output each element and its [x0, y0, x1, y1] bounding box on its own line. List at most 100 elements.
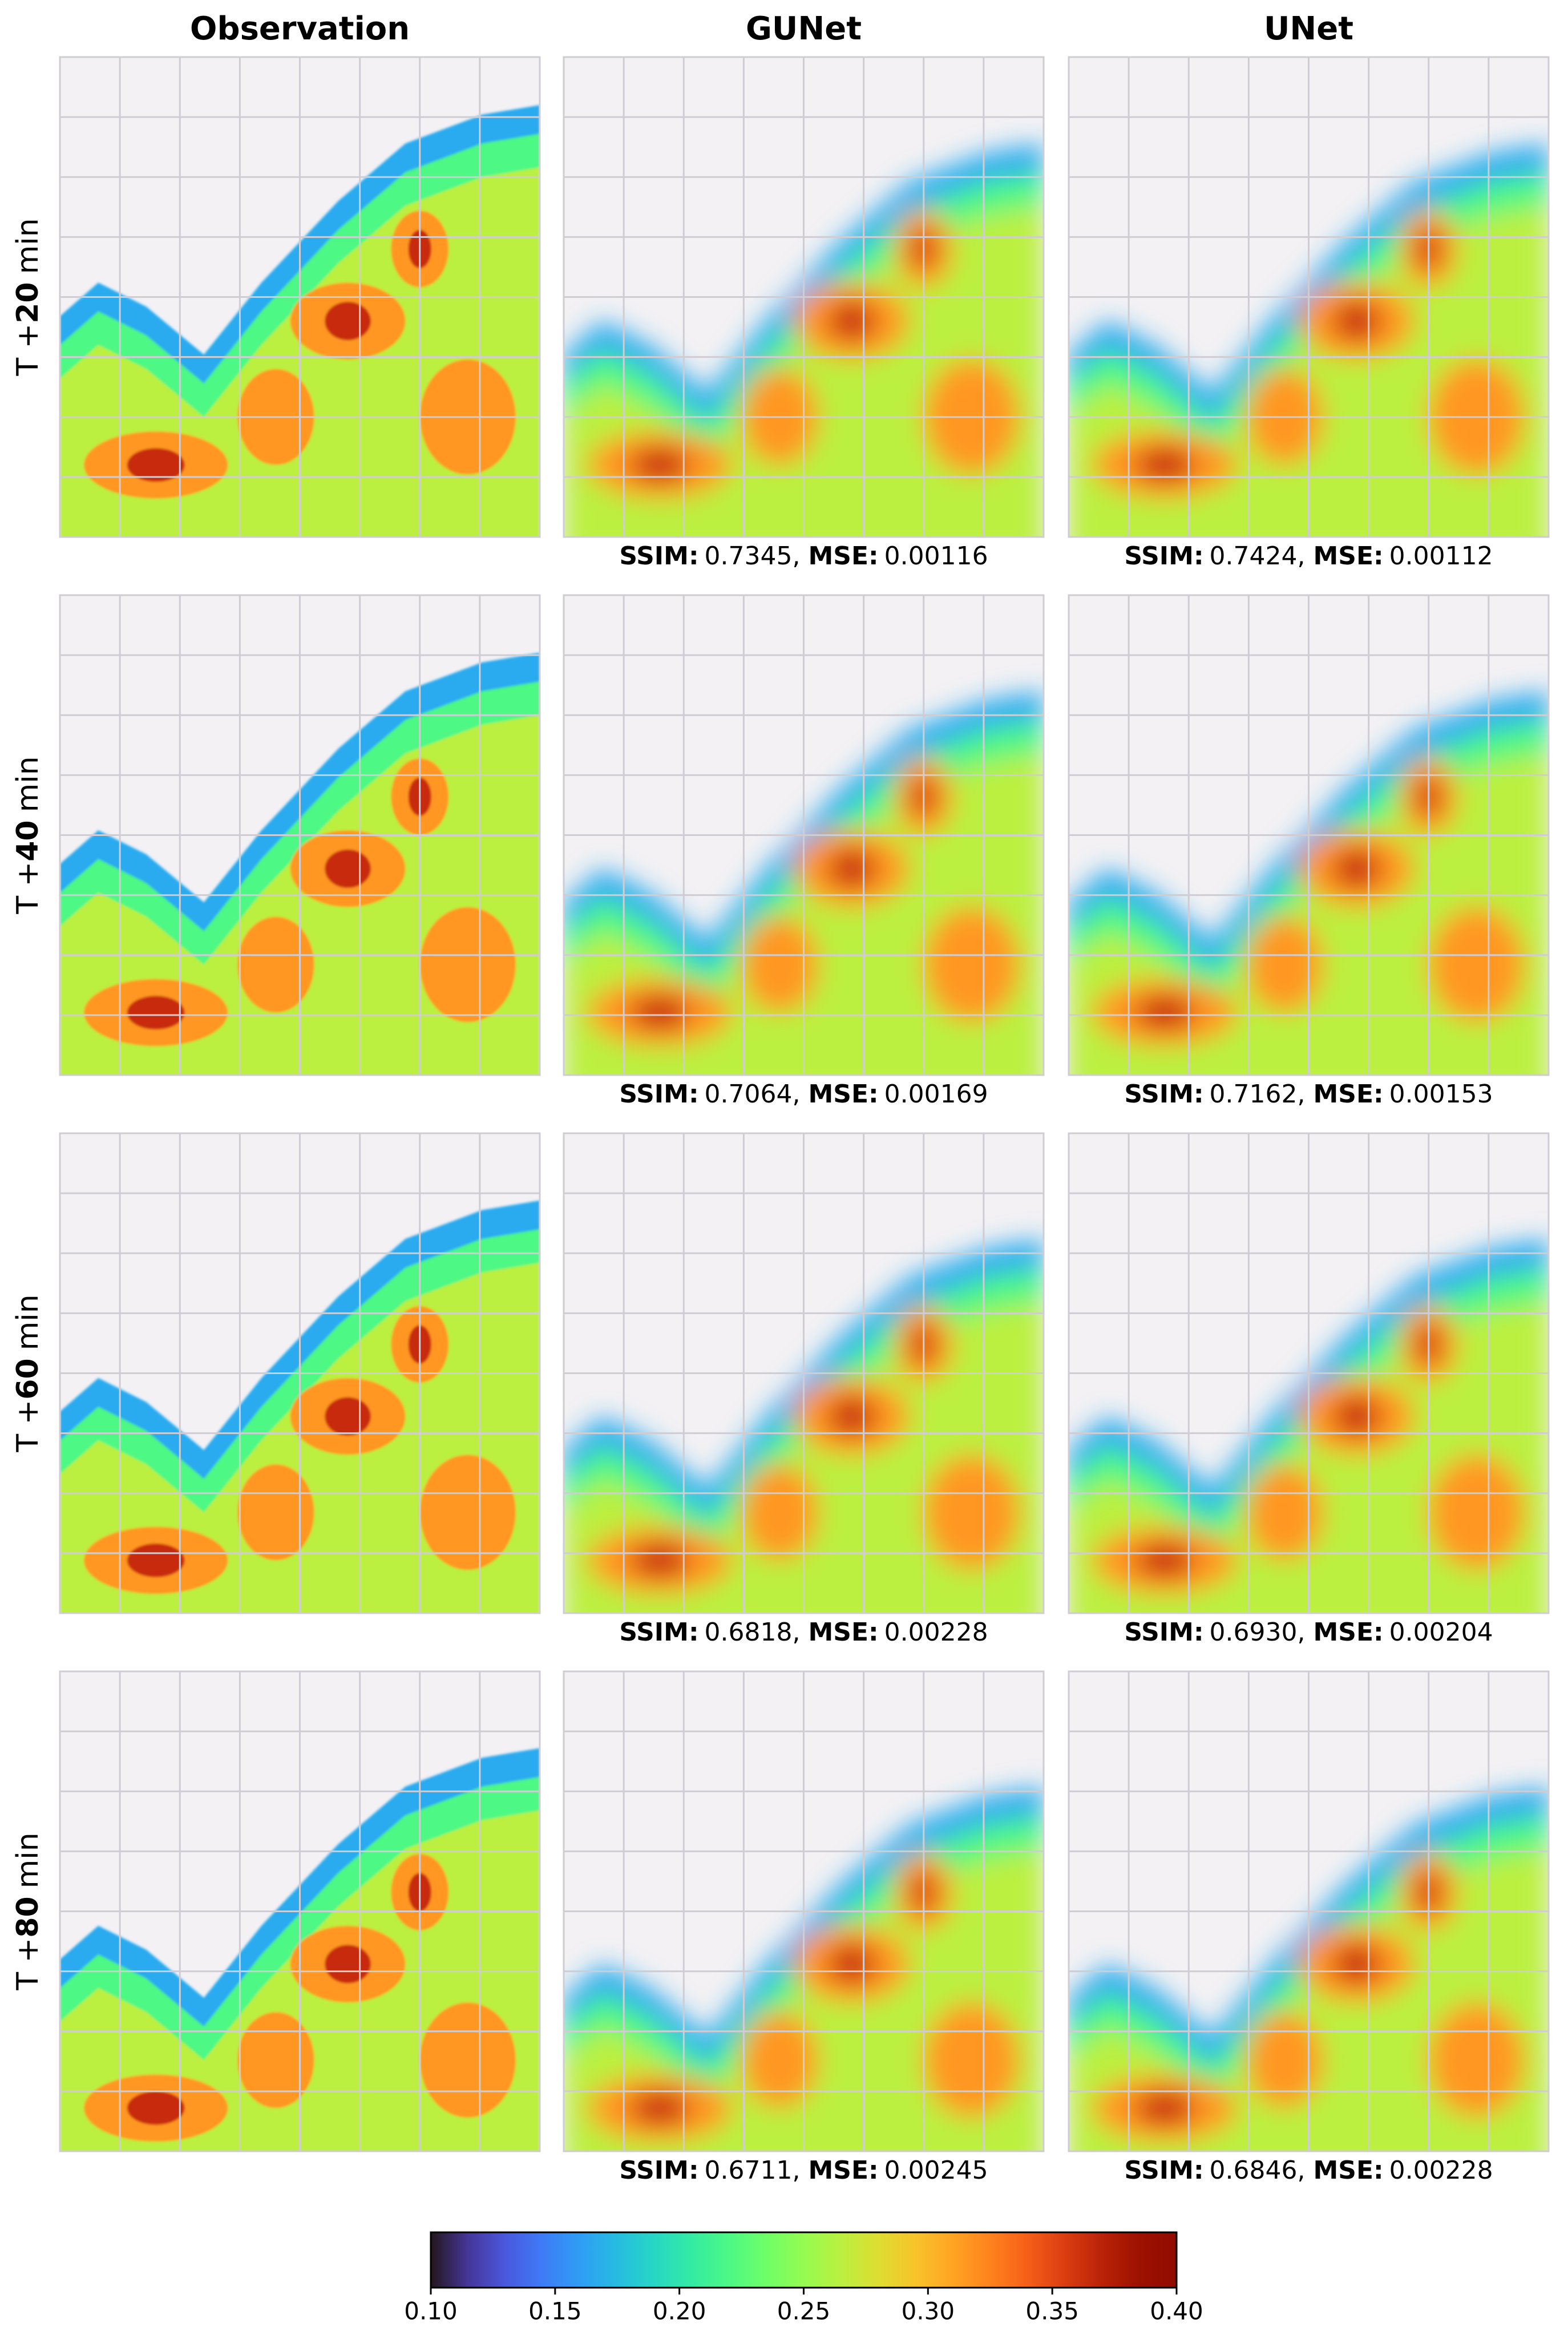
metric-value: 0.00204 — [1389, 1618, 1493, 1647]
colorbar-tick-label: 0.35 — [1025, 2297, 1079, 2325]
metric-value: 0.00245 — [884, 2156, 988, 2185]
row-prefix: T + — [11, 1938, 45, 1991]
colorbar — [430, 2231, 1178, 2289]
metric-value: 0.6711 — [705, 2156, 793, 2185]
field-blob — [419, 1455, 516, 1570]
panel-border — [1068, 1132, 1550, 1614]
field-blob — [741, 916, 818, 1013]
field-peak — [127, 448, 185, 482]
metric-value: 0.00116 — [884, 542, 988, 571]
metric-name: SSIM: — [619, 1618, 698, 1647]
field-blob — [1246, 2012, 1323, 2108]
row-lead-time: 40 — [11, 820, 45, 861]
row-unit: min — [11, 1294, 45, 1350]
radar-field — [564, 1671, 1044, 2151]
field-peak — [1135, 996, 1194, 1030]
field-peak — [829, 301, 875, 341]
field-blob — [419, 2002, 516, 2118]
row-unit: min — [11, 1832, 45, 1888]
metric-name: MSE: — [1314, 1080, 1384, 1109]
metric-value: 0.00228 — [884, 1618, 988, 1647]
row-unit: min — [11, 756, 45, 812]
metric-name: MSE: — [1314, 2156, 1384, 2185]
row-prefix: T + — [11, 1400, 45, 1453]
field-peak — [829, 1945, 875, 1984]
field-blob — [237, 916, 314, 1013]
column-title: UNet — [1264, 10, 1353, 47]
metric-text: SSIM: 0.6930, MSE: 0.00204 — [1124, 1618, 1493, 1647]
row-lead-time: 60 — [11, 1358, 45, 1399]
metric-separator: , — [1298, 1618, 1306, 1647]
metric-name: SSIM: — [619, 2156, 698, 2185]
panel-border — [1068, 594, 1550, 1076]
metric-name: MSE: — [809, 542, 879, 571]
colorbar-tick-label: 0.15 — [528, 2297, 582, 2325]
metric-name: SSIM: — [619, 1080, 698, 1109]
radar-field — [60, 1133, 540, 1613]
colorbar-tick-label: 0.10 — [404, 2297, 458, 2325]
field-peak — [1333, 301, 1380, 341]
colorbar-tick-label: 0.25 — [777, 2297, 831, 2325]
metric-value: 0.7345 — [705, 542, 793, 571]
radar-field — [1069, 1671, 1549, 2151]
metric-value: 0.00228 — [1389, 2156, 1493, 2185]
field-peak — [1135, 1544, 1194, 1577]
field-blob — [419, 907, 516, 1023]
field-peak — [1333, 1397, 1380, 1436]
panel-border — [1068, 56, 1550, 538]
radar-field — [1069, 57, 1549, 537]
row-label: T +20 min — [11, 218, 45, 376]
field-peak — [631, 2091, 689, 2125]
metric-name: SSIM: — [1124, 2156, 1203, 2185]
row-lead-time: 20 — [11, 282, 45, 323]
field-blob — [923, 1455, 1020, 1570]
metric-separator: , — [1298, 542, 1306, 571]
field-peak — [631, 1544, 689, 1577]
field-blob — [1428, 907, 1525, 1023]
field-blob — [923, 2002, 1020, 2118]
field-peak — [1135, 2091, 1194, 2125]
panel-border — [59, 1670, 541, 2152]
panel-border — [59, 56, 541, 538]
metric-text: SSIM: 0.7424, MSE: 0.00112 — [1124, 542, 1493, 571]
panel-border — [1068, 1670, 1550, 2152]
row-unit: min — [11, 218, 45, 274]
field-peak — [127, 1544, 185, 1577]
field-peak — [325, 1945, 371, 1984]
field-peak — [631, 448, 689, 482]
radar-field — [1069, 595, 1549, 1075]
field-peak — [829, 1397, 875, 1436]
row-prefix: T + — [11, 862, 45, 915]
metric-name: SSIM: — [1124, 1080, 1203, 1109]
metric-text: SSIM: 0.7162, MSE: 0.00153 — [1124, 1080, 1493, 1109]
metric-name: MSE: — [1314, 1618, 1384, 1647]
row-label: T +60 min — [11, 1294, 45, 1452]
metric-value: 0.00112 — [1389, 542, 1493, 571]
radar-field — [564, 595, 1044, 1075]
metric-name: MSE: — [809, 2156, 879, 2185]
metric-separator: , — [793, 542, 801, 571]
panel-border — [59, 1132, 541, 1614]
colorbar-tick-label: 0.30 — [902, 2297, 955, 2325]
metric-value: 0.7424 — [1210, 542, 1298, 571]
metric-text: SSIM: 0.7345, MSE: 0.00116 — [619, 542, 988, 571]
field-blob — [1246, 1464, 1323, 1561]
panel-border — [59, 594, 541, 1076]
field-blob — [237, 1464, 314, 1561]
metric-text: SSIM: 0.6818, MSE: 0.00228 — [619, 1618, 988, 1647]
metric-separator: , — [1298, 2156, 1306, 2185]
field-peak — [325, 301, 371, 341]
field-peak — [631, 996, 689, 1030]
field-blob — [741, 1464, 818, 1561]
metric-value: 0.00153 — [1389, 1080, 1493, 1109]
metric-name: SSIM: — [619, 542, 698, 571]
metric-text: SSIM: 0.6711, MSE: 0.00245 — [619, 2156, 988, 2185]
field-peak — [325, 849, 371, 888]
row-prefix: T + — [11, 324, 45, 377]
metric-name: MSE: — [809, 1080, 879, 1109]
radar-field — [60, 1671, 540, 2151]
row-label: T +40 min — [11, 756, 45, 914]
row-lead-time: 80 — [11, 1896, 45, 1937]
panel-border — [563, 56, 1045, 538]
